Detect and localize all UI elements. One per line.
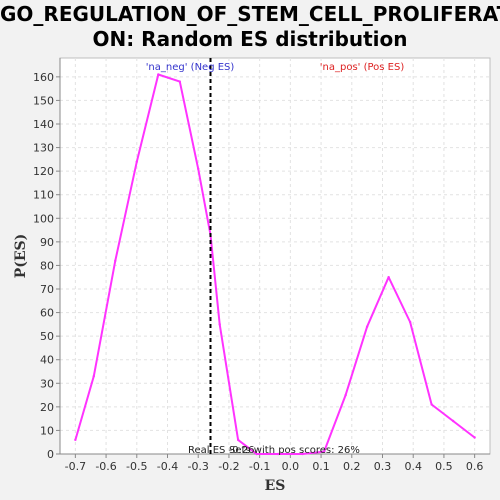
x-tick-label: 0.3 <box>374 460 392 473</box>
y-tick-label: 90 <box>40 236 54 249</box>
y-tick-label: 20 <box>40 401 54 414</box>
x-tick-label: 0.2 <box>343 460 361 473</box>
chart-title: GO_REGULATION_OF_STEM_CELL_PROLIFERATI O… <box>0 2 500 52</box>
series-point <box>322 450 326 453</box>
chart-title-line-2: ON: Random ES distribution <box>92 27 408 51</box>
y-tick-label: 60 <box>40 307 54 320</box>
x-tick-label: -0.6 <box>95 460 116 473</box>
y-tick-label: 10 <box>40 424 54 437</box>
series-point <box>430 403 433 406</box>
x-tick-label: -0.3 <box>187 460 208 473</box>
series-point <box>157 73 160 76</box>
series-point <box>408 320 412 324</box>
y-tick-label: 100 <box>33 212 54 225</box>
series-point <box>387 276 390 279</box>
y-tick-label: 70 <box>40 283 54 296</box>
series-point <box>451 419 455 423</box>
y-tick-label: 40 <box>40 354 54 367</box>
x-axis-label: ES <box>265 478 286 494</box>
x-tick-label: 0.5 <box>435 460 453 473</box>
series-point <box>92 375 95 378</box>
x-tick-label: -0.7 <box>65 460 86 473</box>
series-point <box>301 452 304 456</box>
y-tick-label: 150 <box>33 94 54 107</box>
series-point <box>197 167 200 170</box>
y-tick-label: 130 <box>33 142 54 155</box>
series-point <box>178 80 181 83</box>
series-point <box>114 259 117 262</box>
series-point <box>473 436 476 439</box>
pos-es-label: 'na_pos' (Pos ES) <box>320 62 405 73</box>
y-tick-label: 110 <box>33 189 54 202</box>
series-point <box>236 438 240 442</box>
x-tick-label: 0.1 <box>312 460 330 473</box>
x-tick-label: -0.5 <box>126 460 147 473</box>
annotation-layer: 'na_neg' (Neg ES) 'na_pos' (Pos ES) Real… <box>146 62 405 456</box>
real-es-text: Real ES -0.26 <box>188 445 254 456</box>
pos-scores-text: Sets with pos scores: 26% <box>229 445 360 456</box>
y-tick-label: 30 <box>40 377 54 390</box>
x-tick-label: -0.2 <box>218 460 239 473</box>
x-tick-label: 0.6 <box>466 460 484 473</box>
y-tick-label: 80 <box>40 259 54 272</box>
grid-layer <box>60 58 490 455</box>
plot-area <box>59 57 491 455</box>
series-point <box>276 452 280 456</box>
y-tick-label: 160 <box>33 71 54 84</box>
series-layer <box>74 58 476 456</box>
y-tick-label: 140 <box>33 118 54 131</box>
y-tick-label: 0 <box>47 448 54 461</box>
y-tick-label: 50 <box>40 330 54 343</box>
chart-title-line-1: GO_REGULATION_OF_STEM_CELL_PROLIFERATI <box>0 2 500 26</box>
x-tick-label: 0.0 <box>282 460 300 473</box>
series-point <box>365 325 369 328</box>
x-tick-label: 0.4 <box>404 460 422 473</box>
series-point <box>255 452 258 456</box>
neg-es-label: 'na_neg' (Neg ES) <box>146 62 235 73</box>
series-point <box>74 438 77 442</box>
x-tick-label: -0.4 <box>157 460 178 473</box>
series-point <box>344 393 347 397</box>
series-point <box>218 323 221 326</box>
x-tick-label: -0.1 <box>249 460 270 473</box>
y-tick-label: 120 <box>33 165 54 178</box>
series-point <box>135 160 138 163</box>
y-axis-label: P(ES) <box>13 234 29 279</box>
